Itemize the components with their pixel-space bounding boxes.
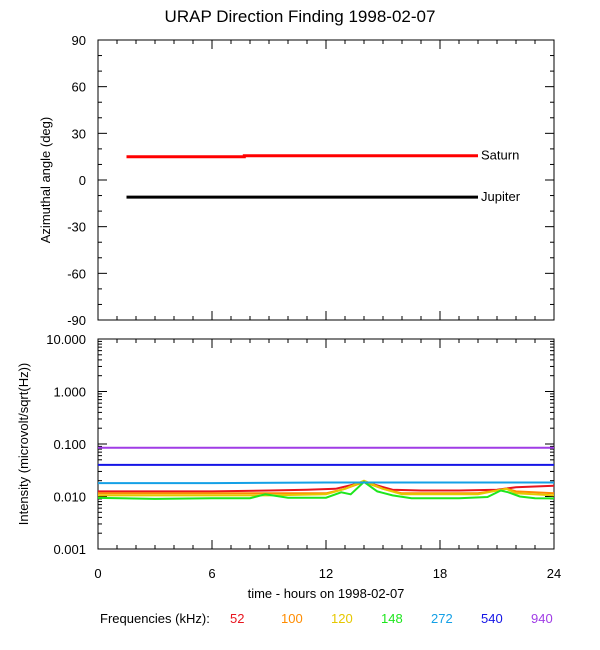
bot-ytick-label-4: 0.001 xyxy=(53,542,86,557)
bottom-y-axis-label: Intensity (microvolt/sqrt(Hz)) xyxy=(16,363,31,526)
legend-entry-52: 52 xyxy=(230,611,245,626)
x-axis-label: time - hours on 1998-02-07 xyxy=(248,586,405,601)
legend-entry-120: 120 xyxy=(331,611,353,626)
top-panel-frame xyxy=(97,39,555,321)
x-tick-label-12: 12 xyxy=(319,566,333,581)
top-ytick-label-5: -60 xyxy=(67,266,86,281)
series-label-saturn: Saturn xyxy=(481,148,519,163)
legend-entry-940: 940 xyxy=(531,611,553,626)
chart-title: URAP Direction Finding 1998-02-07 xyxy=(165,7,436,26)
top-ytick-label-0: 90 xyxy=(72,33,86,48)
top-ytick-label-6: -90 xyxy=(67,313,86,328)
top-ytick-label-4: -30 xyxy=(67,220,86,235)
bot-ytick-label-0: 10.000 xyxy=(46,332,86,347)
top-ytick-label-2: 30 xyxy=(72,126,86,141)
legend-entry-148: 148 xyxy=(381,611,403,626)
series-label-jupiter: Jupiter xyxy=(481,189,521,204)
bottom-panel-frame xyxy=(97,338,555,550)
frequency-legend: Frequencies (kHz): 52 100 120 148 272 54… xyxy=(100,611,590,631)
x-tick-label-18: 18 xyxy=(433,566,447,581)
x-tick-label-0: 0 xyxy=(94,566,101,581)
top-ytick-label-3: 0 xyxy=(79,173,86,188)
bot-ytick-label-2: 0.100 xyxy=(53,437,86,452)
bot-ytick-label-3: 0.010 xyxy=(53,490,86,505)
top-ytick-label-1: 60 xyxy=(72,80,86,95)
legend-title: Frequencies (kHz): xyxy=(100,611,210,626)
legend-entry-272: 272 xyxy=(431,611,453,626)
series-line-120-khz xyxy=(98,479,555,497)
top-y-axis-label: Azimuthal angle (deg) xyxy=(38,117,53,243)
x-tick-label-6: 6 xyxy=(208,566,215,581)
legend-entry-540: 540 xyxy=(481,611,503,626)
bot-ytick-label-1: 1.000 xyxy=(53,385,86,400)
series-line-saturn xyxy=(126,154,478,159)
legend-entry-100: 100 xyxy=(281,611,303,626)
series-line-148-khz xyxy=(97,480,555,500)
x-tick-label-24: 24 xyxy=(547,566,561,581)
series-line-272-khz xyxy=(98,481,554,485)
